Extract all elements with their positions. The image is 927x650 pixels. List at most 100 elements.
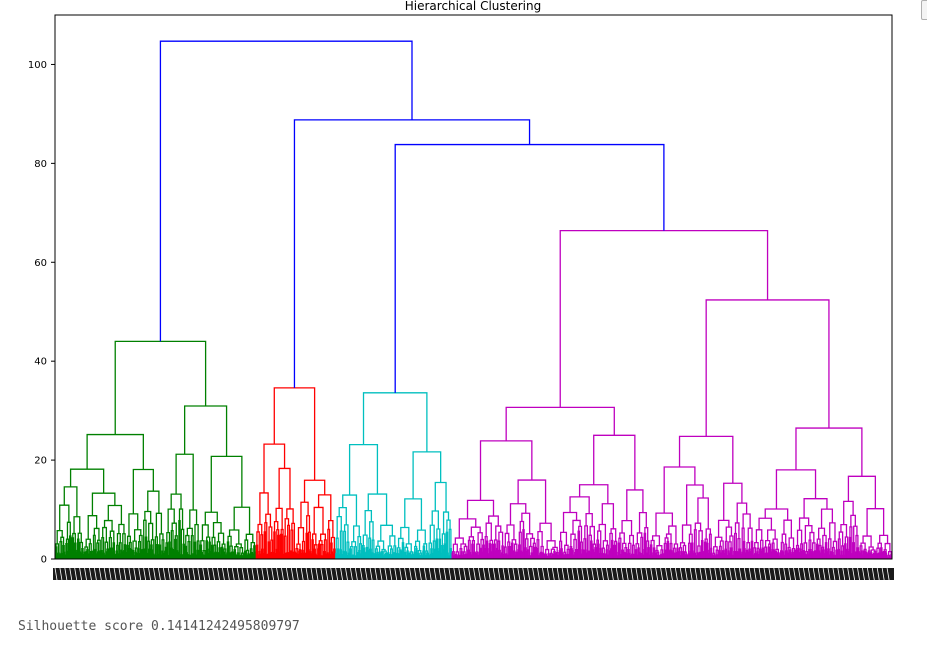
dendrogram-link (475, 551, 479, 556)
dendrogram-link (357, 536, 362, 553)
dendrogram-link (190, 554, 193, 559)
dendrogram-link (670, 550, 673, 559)
leaf-label-gap (197, 567, 201, 581)
dendrogram-link (144, 548, 147, 559)
dendrogram-link (582, 549, 586, 559)
dendrogram-link (422, 550, 425, 559)
dendrogram-link (530, 555, 533, 559)
dendrogram-link (468, 536, 475, 541)
dendrogram-link (275, 507, 283, 530)
dendrogram-link (115, 550, 119, 559)
leaf-label-gap (862, 567, 865, 581)
dendrogram-link (152, 553, 155, 559)
dendrogram-link (571, 550, 574, 559)
dendrogram-link (416, 529, 426, 544)
dendrogram-link (849, 526, 853, 554)
dendrogram-link (497, 540, 501, 559)
dendrogram-link (73, 516, 81, 534)
dendrogram-link (880, 551, 884, 559)
dendrogram-link (806, 554, 809, 559)
dendrogram-link (752, 554, 755, 559)
leaf-label-gap (271, 567, 275, 581)
leaf-label-gap (871, 567, 875, 581)
dendrogram-link (77, 532, 82, 543)
dendrogram-link (217, 552, 221, 559)
dendrogram-link (451, 552, 454, 559)
leaf-label-gap (69, 567, 73, 581)
dendrogram-link (509, 503, 527, 525)
dendrogram-link (132, 555, 135, 559)
leaf-label-gap (546, 567, 550, 581)
dendrogram-link (577, 552, 580, 559)
dendrogram-link (307, 549, 310, 559)
dendrogram-link-cyan-magenta (394, 143, 665, 393)
leaf-label-gap (98, 567, 102, 581)
dendrogram-link (536, 539, 540, 556)
dendrogram-link (409, 554, 412, 559)
leaf-label-gap (487, 567, 491, 581)
dendrogram-link (121, 551, 124, 559)
dendrogram-link (69, 549, 72, 559)
dendrogram-link (453, 555, 456, 559)
dendrogram-link (821, 546, 825, 559)
dendrogram-link (60, 552, 63, 559)
dendrogram-link (330, 551, 334, 559)
scroll-handle[interactable] (921, 0, 927, 20)
dendrogram-link (335, 537, 339, 554)
dendrogram-link (261, 548, 264, 559)
leaf-label-gap (295, 567, 299, 581)
leaf-label-gap (881, 567, 885, 581)
dendrogram-link (619, 553, 622, 559)
dendrogram-link (862, 554, 865, 559)
leaf-label-gap (118, 567, 122, 581)
dendrogram-link (196, 549, 199, 559)
dendrogram-link (533, 546, 537, 559)
leaf-label-gap (428, 567, 432, 581)
dendrogram-link (436, 550, 439, 559)
dendrogram-link (593, 551, 596, 559)
dendrogram-link (745, 549, 749, 559)
dendrogram-link (142, 548, 145, 559)
dendrogram-link (663, 553, 666, 559)
dendrogram-link (63, 486, 78, 517)
dendrogram-link (739, 553, 742, 559)
leaf-label-gap (359, 567, 363, 581)
dendrogram-link (827, 548, 830, 559)
dendrogram-link (690, 542, 694, 559)
dendrogram-link (170, 547, 173, 559)
leaf-label-gap (571, 567, 575, 581)
dendrogram-link (583, 538, 587, 551)
dendrogram-link (637, 547, 640, 559)
dendrogram-link (747, 551, 750, 559)
dendrogram-link (803, 542, 808, 552)
dendrogram-link (343, 524, 349, 543)
dendrogram-link (125, 551, 129, 559)
dendrogram-link (265, 554, 268, 559)
dendrogram-link (641, 554, 644, 559)
dendrogram-link (404, 498, 423, 531)
leaf-label-gap (704, 567, 708, 581)
dendrogram-link (171, 522, 177, 536)
dendrogram-link (120, 549, 123, 559)
dendrogram-link (536, 547, 539, 559)
dendrogram-link (741, 551, 744, 559)
dendrogram-link (819, 552, 822, 559)
dendrogram-link (549, 552, 553, 557)
leaf-label-gap (719, 567, 723, 581)
dendrogram-link (705, 542, 709, 559)
dendrogram-link (360, 553, 363, 559)
dendrogram-link (273, 387, 316, 481)
leaf-label-gap (738, 567, 742, 581)
dendrogram-link (479, 547, 483, 559)
dendrogram-link (796, 529, 803, 546)
dendrogram-link (100, 549, 103, 559)
leaf-label-gap (601, 567, 604, 581)
dendrogram-link (574, 551, 577, 559)
dendrogram-link (351, 554, 355, 559)
dendrogram-link (681, 524, 692, 543)
dendrogram-link (765, 552, 768, 559)
leaf-label-gap (743, 567, 747, 581)
dendrogram-link (173, 550, 176, 559)
dendrogram-link (339, 530, 343, 555)
dendrogram-link (706, 549, 709, 559)
